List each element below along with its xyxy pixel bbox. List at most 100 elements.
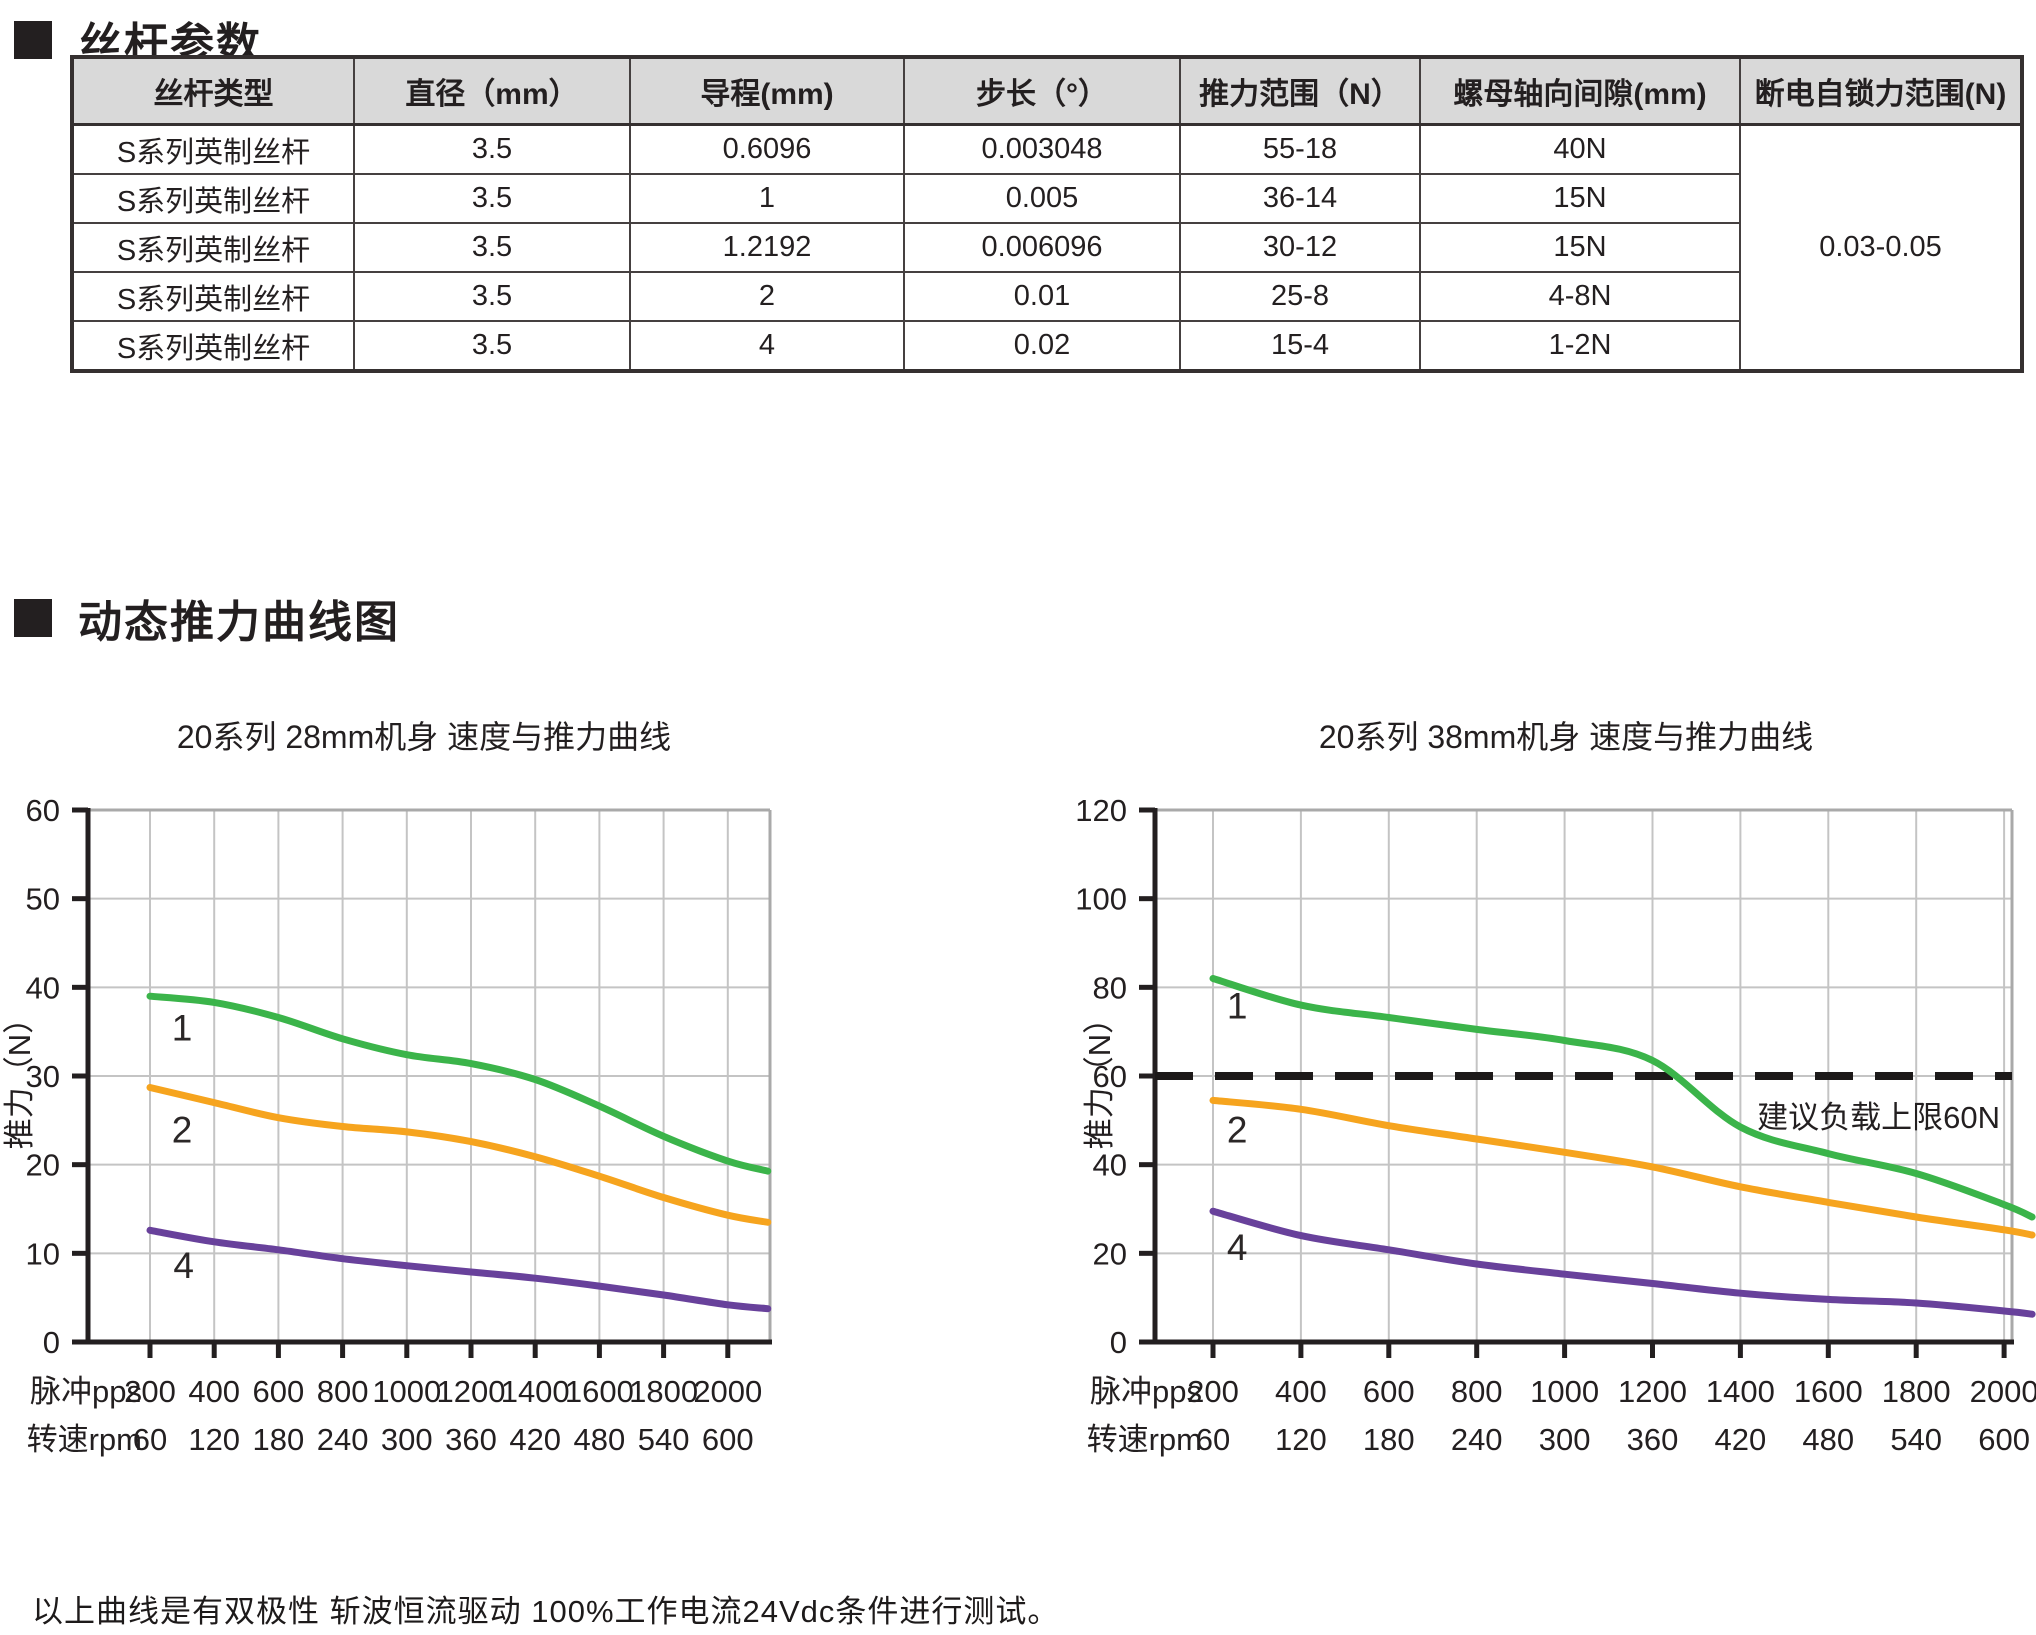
y-tick-label: 0 [1110, 1325, 1127, 1360]
x-tick-label: 600 [702, 1422, 754, 1457]
chart-title: 20系列 28mm机身 速度与推力曲线 [177, 719, 671, 755]
curve-label-4: 4 [1227, 1227, 1248, 1268]
x-tick-label: 200 [1187, 1374, 1239, 1409]
x-tick-label: 1200 [1618, 1374, 1687, 1409]
x-tick-label: 60 [133, 1422, 167, 1457]
curve-lead-1 [1209, 975, 2036, 1221]
table-cell: S系列英制丝杆 [71, 123, 355, 175]
table-cell: 15N [1419, 173, 1741, 224]
table-row: S系列英制丝杆 3.5 4 0.02 15-4 1-2N [71, 320, 2022, 372]
y-tick-label: 30 [26, 1059, 60, 1094]
table-cell: 3.5 [353, 173, 631, 224]
table-cell: S系列英制丝杆 [71, 320, 355, 372]
x-tick-label: 300 [1539, 1422, 1591, 1457]
x-tick-label: 240 [317, 1422, 369, 1457]
table-cell: 55-18 [1179, 123, 1421, 175]
column-header: 断电自锁力范围(N) [1739, 56, 2023, 126]
table-cell: 40N [1419, 123, 1741, 175]
x-tick-label: 800 [317, 1374, 369, 1409]
section-marker-icon [14, 599, 52, 637]
x-tick-label: 1000 [1530, 1374, 1599, 1409]
table-cell: 0.6096 [629, 123, 905, 175]
curve-lead-2 [146, 1084, 772, 1226]
x-tick-label: 600 [253, 1374, 305, 1409]
thrust-chart-38mm: 20系列 38mm机身 速度与推力曲线 0 20 40 60 80 100 120 建议负载上限… [1075, 719, 2036, 1457]
x-tick-label: 240 [1451, 1422, 1503, 1457]
y-tick-label: 40 [1093, 1148, 1127, 1183]
y-tick-label: 50 [26, 882, 60, 917]
x-tick-label: 120 [1275, 1422, 1327, 1457]
table-cell: S系列英制丝杆 [71, 271, 355, 322]
x-row-header: 转速rpm [27, 1422, 142, 1457]
table-cell: 30-12 [1179, 222, 1421, 273]
x-tick-label: 1400 [1706, 1374, 1775, 1409]
table-cell: 0.003048 [903, 123, 1181, 175]
x-tick-label: 480 [574, 1422, 626, 1457]
y-tick-label: 20 [1093, 1236, 1127, 1271]
table-header-row: 丝杆类型 直径（mm） 导程(mm) 步长（°） 推力范围（N） 螺母轴向间隙(mm) 断电… [71, 56, 2023, 126]
table-cell: 1-2N [1419, 320, 1741, 372]
table-cell-backlash-merged: 0.03-0.05 [1739, 123, 2023, 372]
x-tick-label: 180 [253, 1422, 305, 1457]
y-tick-label: 120 [1075, 793, 1127, 828]
table-cell: S系列英制丝杆 [71, 173, 355, 224]
table-row: S系列英制丝杆 3.5 1 0.005 36-14 15N [71, 173, 2022, 224]
table-cell: 0.005 [903, 173, 1181, 224]
y-tick-label: 100 [1075, 882, 1127, 917]
y-tick-label: 10 [26, 1236, 60, 1271]
column-header: 导程(mm) [629, 56, 905, 126]
screw-parameter-table: 丝杆类型 直径（mm） 导程(mm) 步长（°） 推力范围（N） 螺母轴向间隙(mm) 断电… [70, 55, 2024, 373]
x-tick-label: 300 [381, 1422, 433, 1457]
x-tick-label: 360 [1627, 1422, 1679, 1457]
curve-lead-1 [146, 992, 772, 1175]
curve-lead-4 [1209, 1207, 2036, 1318]
curve-label-2: 2 [172, 1110, 193, 1151]
table-row: S系列英制丝杆 3.5 1.2192 0.006096 30-12 15N [71, 222, 2022, 273]
x-tick-label: 1400 [501, 1374, 570, 1409]
x-tick-label: 60 [1196, 1422, 1230, 1457]
y-tick-label: 0 [43, 1325, 60, 1360]
y-axis-title: 推力（N） [1082, 1003, 1117, 1149]
x-tick-label: 420 [1715, 1422, 1767, 1457]
table-cell: 3.5 [353, 271, 631, 322]
x-tick-label: 1800 [1882, 1374, 1951, 1409]
x-tick-label: 800 [1451, 1374, 1503, 1409]
y-tick-label: 40 [26, 970, 60, 1005]
limit-line-label: 建议负载上限60N [1757, 1100, 2000, 1135]
table-cell: 0.01 [903, 271, 1181, 322]
table-cell: 3.5 [353, 222, 631, 273]
section-title: 动态推力曲线图 [78, 598, 400, 647]
section-header-dynamic-thrust: 动态推力曲线图 [14, 586, 400, 650]
table-cell: 15N [1419, 222, 1741, 273]
curve-lead-4 [146, 1226, 772, 1313]
curve-label-1: 1 [1227, 985, 1248, 1026]
x-tick-label: 480 [1802, 1422, 1854, 1457]
x-tick-label: 400 [188, 1374, 240, 1409]
table-cell: 0.02 [903, 320, 1181, 372]
x-tick-label: 540 [1890, 1422, 1942, 1457]
x-tick-label: 1800 [629, 1374, 698, 1409]
x-row-header: 脉冲pps [30, 1374, 142, 1409]
table-cell: 1.2192 [629, 222, 905, 273]
table-cell: 3.5 [353, 320, 631, 372]
x-tick-label: 120 [188, 1422, 240, 1457]
table-cell: S系列英制丝杆 [71, 222, 355, 273]
y-tick-label: 60 [26, 793, 60, 828]
chart-title: 20系列 38mm机身 速度与推力曲线 [1319, 719, 1813, 755]
x-tick-label: 600 [1978, 1422, 2030, 1457]
y-tick-label: 60 [1093, 1059, 1127, 1094]
x-tick-label: 540 [638, 1422, 690, 1457]
x-row-header: 转速rpm [1087, 1422, 1202, 1457]
column-header: 推力范围（N） [1179, 56, 1421, 126]
x-tick-label: 1600 [1794, 1374, 1863, 1409]
x-tick-label: 180 [1363, 1422, 1415, 1457]
table-cell: 15-4 [1179, 320, 1421, 372]
table-cell: 3.5 [353, 123, 631, 175]
curve-label-2: 2 [1227, 1110, 1248, 1151]
table-cell: 1 [629, 173, 905, 224]
table-cell: 0.006096 [903, 222, 1181, 273]
x-tick-label: 2000 [1970, 1374, 2036, 1409]
column-header: 螺母轴向间隙(mm) [1419, 56, 1741, 126]
curve-lead-2 [1209, 1096, 2036, 1239]
table-cell: 4-8N [1419, 271, 1741, 322]
